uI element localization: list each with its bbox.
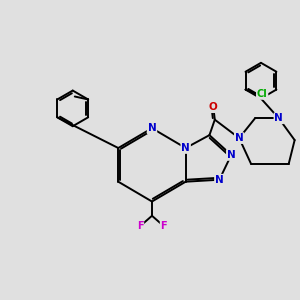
Text: O: O (209, 102, 218, 112)
Text: N: N (274, 113, 283, 123)
Text: N: N (215, 175, 224, 185)
Text: Cl: Cl (257, 89, 268, 99)
Text: N: N (235, 133, 244, 143)
Text: F: F (160, 221, 167, 231)
Text: N: N (181, 143, 190, 153)
Text: N: N (227, 150, 236, 160)
Text: F: F (137, 221, 143, 231)
Text: N: N (148, 123, 156, 133)
